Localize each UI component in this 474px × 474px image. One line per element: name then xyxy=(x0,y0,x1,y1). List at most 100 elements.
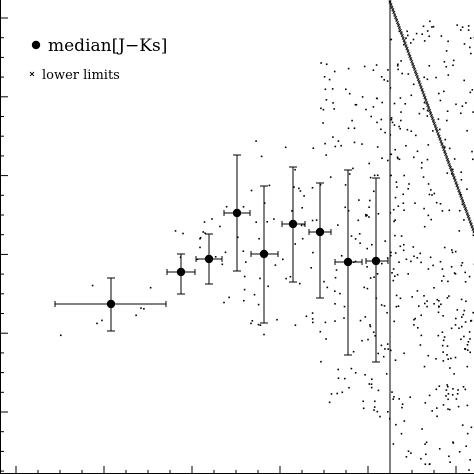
lower-limit-point xyxy=(405,46,409,51)
scatter-point xyxy=(366,266,368,268)
scatter-point xyxy=(426,300,428,302)
scatter-point xyxy=(268,184,271,187)
scatter-point xyxy=(415,32,418,35)
scatter-point xyxy=(303,223,306,226)
scatter-point xyxy=(407,34,409,37)
scatter-point xyxy=(358,233,361,235)
scatter-point xyxy=(374,400,376,403)
scatter-point xyxy=(449,367,451,369)
scatter-point xyxy=(453,373,455,375)
scatter-point xyxy=(428,463,431,466)
scatter-point xyxy=(460,194,462,196)
scatter-point xyxy=(332,136,334,138)
scatter-point xyxy=(324,142,326,145)
scatter-point xyxy=(370,115,372,118)
scatter-point xyxy=(423,207,425,210)
scatter-point xyxy=(402,249,405,252)
scatter-point xyxy=(376,121,378,124)
scatter-point xyxy=(334,290,336,292)
scatter-point xyxy=(371,378,373,380)
scatter-point xyxy=(467,25,470,27)
scatter-point xyxy=(400,111,402,113)
scatter-point xyxy=(363,286,365,289)
scatter-point xyxy=(464,271,466,274)
scatter-point xyxy=(437,311,440,314)
scatter-point xyxy=(282,258,284,261)
scatter-point xyxy=(424,402,427,404)
scatter-point xyxy=(390,254,392,257)
median-point xyxy=(308,182,332,299)
scatter-point xyxy=(374,335,376,337)
scatter-point xyxy=(397,68,399,71)
scatter-point xyxy=(403,352,405,355)
scatter-point xyxy=(441,331,444,333)
lower-limit-point xyxy=(406,49,410,53)
lower-limit-point xyxy=(457,189,461,193)
scatter-point xyxy=(347,67,350,70)
median-marker xyxy=(176,267,186,277)
scatter-point xyxy=(312,147,315,149)
scatter-point xyxy=(463,335,465,338)
scatter-point xyxy=(361,143,363,145)
scatter-point xyxy=(343,305,346,308)
scatter-point xyxy=(182,232,184,235)
lower-limit-point xyxy=(465,212,469,216)
scatter-point xyxy=(380,76,383,78)
scatter-point xyxy=(370,386,373,389)
scatter-point xyxy=(366,214,368,217)
scatter-point xyxy=(376,410,379,413)
median-point xyxy=(334,169,363,356)
scatter-point xyxy=(428,394,431,397)
scatter-point xyxy=(446,297,449,299)
scatter-point xyxy=(451,394,454,396)
scatter-point xyxy=(448,295,450,297)
scatter-point xyxy=(376,273,379,275)
scatter-point xyxy=(447,74,450,76)
scatter-point xyxy=(467,29,470,31)
lower-limit-point xyxy=(463,207,468,211)
scatter-point xyxy=(357,219,360,222)
legend-median-marker xyxy=(31,40,41,50)
scatter-point xyxy=(460,298,463,301)
scatter-point xyxy=(452,64,454,67)
scatter-point xyxy=(394,359,397,361)
scatter-point xyxy=(334,276,337,279)
scatter-point xyxy=(330,393,333,395)
scatter-point xyxy=(441,210,444,212)
scatter-point xyxy=(452,388,454,390)
lower-limit-point xyxy=(414,72,419,76)
scatter-point xyxy=(334,145,337,148)
median-series xyxy=(54,154,389,363)
scatter-point xyxy=(343,317,345,319)
scatter-point xyxy=(369,324,371,326)
scatter-point xyxy=(355,104,358,106)
scatter-point xyxy=(225,205,228,208)
lower-limit-point xyxy=(443,150,447,154)
scatter-point xyxy=(372,106,375,108)
scatter-point xyxy=(410,42,412,44)
scatter-point xyxy=(460,29,462,31)
median-point xyxy=(281,166,306,283)
scatter-point xyxy=(454,273,457,275)
lower-limit-point xyxy=(436,132,440,136)
scatter-point xyxy=(143,308,145,310)
lower-limit-point xyxy=(447,163,452,167)
scatter-point xyxy=(396,273,399,276)
scatter-point xyxy=(403,174,405,177)
scatter-point xyxy=(398,398,400,400)
lower-limit-point xyxy=(398,28,402,33)
scatter-point xyxy=(320,62,322,64)
scatter-point xyxy=(425,441,428,444)
scatter-point xyxy=(454,356,457,359)
scatter-point xyxy=(465,102,467,104)
lower-limit-point xyxy=(421,90,425,95)
scatter-point xyxy=(397,205,400,207)
scatter-point xyxy=(242,250,245,252)
scatter-point xyxy=(337,368,339,371)
scatter-point xyxy=(311,187,314,189)
scatter-point xyxy=(228,296,230,299)
lower-limit-point xyxy=(395,18,399,22)
lower-limit-point xyxy=(455,183,459,188)
scatter-point xyxy=(456,393,459,395)
scatter-point xyxy=(437,334,440,337)
